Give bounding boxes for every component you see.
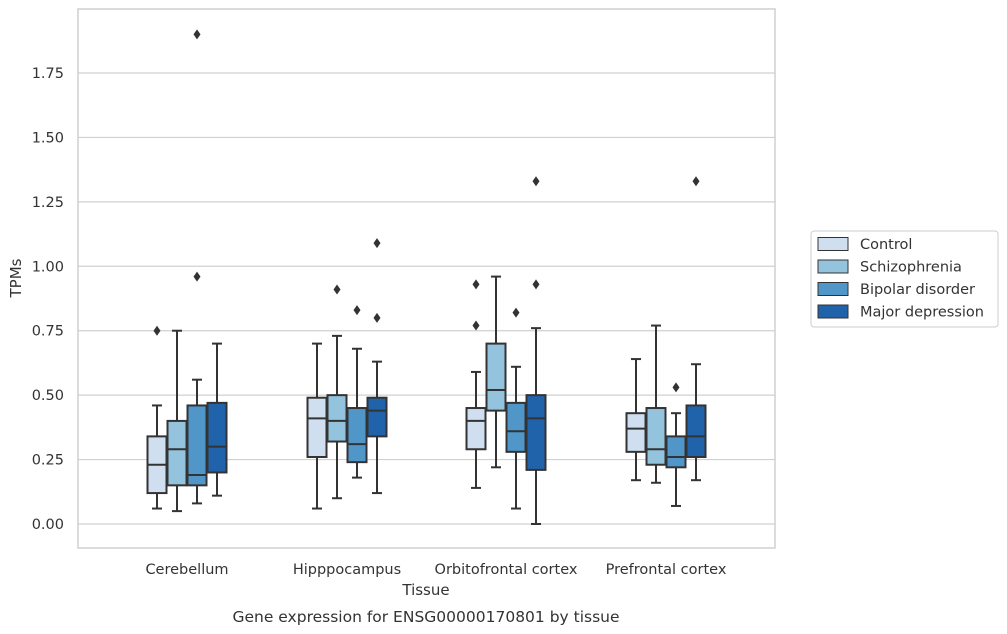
box-body — [306, 396, 328, 458]
outlier-point — [512, 307, 520, 318]
outlier-point — [472, 320, 480, 331]
x-tick-label: Prefrontal cortex — [606, 562, 727, 578]
outlier-point — [333, 284, 341, 295]
outlier-point — [193, 29, 201, 40]
x-tick-label: Hipppocampus — [293, 562, 401, 578]
box-group — [206, 342, 228, 497]
box-group — [166, 329, 188, 513]
box-body — [206, 401, 228, 474]
box-group — [346, 305, 368, 479]
box-body — [326, 394, 348, 443]
y-tick-label: 1.00 — [32, 259, 64, 275]
box-body — [645, 407, 667, 466]
box-group — [465, 279, 487, 489]
y-tick-label: 1.25 — [32, 195, 64, 211]
legend-swatch — [817, 259, 849, 274]
box-body — [685, 404, 707, 458]
y-tick-label: 0.25 — [32, 453, 64, 469]
box-group — [326, 284, 348, 500]
box-group — [665, 382, 687, 507]
legend-entry-label: Bipolar disorder — [860, 282, 975, 298]
box-body — [665, 435, 687, 469]
box-body — [186, 404, 208, 487]
boxes — [146, 29, 707, 525]
box-group — [625, 358, 647, 482]
y-tick-label: 1.50 — [32, 130, 64, 146]
box-body — [525, 394, 547, 471]
outlier-point — [153, 325, 161, 336]
x-axis-label: Tissue — [401, 581, 449, 599]
legend-swatch — [817, 304, 849, 319]
legend-frame — [810, 230, 999, 328]
y-tick-label: 0.75 — [32, 324, 64, 340]
y-tick-label: 0.00 — [32, 517, 64, 533]
box-body — [625, 412, 647, 453]
y-tick-label: 1.75 — [32, 66, 64, 82]
outlier-point — [472, 279, 480, 290]
box-group — [685, 176, 707, 482]
x-tick-label: Orbitofrontal cortex — [435, 562, 578, 578]
figure-caption: Gene expression for ENSG00000170801 by t… — [232, 608, 619, 626]
box-group — [525, 176, 547, 525]
box-body — [505, 401, 527, 453]
outlier-point — [692, 176, 700, 187]
x-tick-labels: Cerebellum Hipppocampus Orbitofrontal cort… — [145, 562, 726, 578]
outlier-point — [353, 305, 361, 316]
outlier-point — [672, 382, 680, 393]
legend-swatch — [817, 282, 849, 296]
legend-entry-label: Control — [860, 237, 912, 253]
x-tick-label: Cerebellum — [145, 562, 228, 578]
outlier-point — [193, 271, 201, 282]
box-group — [146, 325, 168, 510]
legend-swatch — [817, 237, 849, 251]
outlier-point — [532, 176, 540, 187]
box-group — [645, 324, 667, 484]
outlier-point — [373, 312, 381, 323]
box-group — [485, 275, 507, 469]
box-body — [465, 407, 487, 451]
box-group — [186, 29, 208, 505]
legend-entry-label: Major depression — [860, 305, 984, 321]
box-body — [166, 419, 188, 487]
outlier-point — [373, 238, 381, 249]
box-body — [485, 342, 507, 412]
box-group — [306, 342, 328, 510]
y-tick-label: 0.50 — [32, 388, 64, 404]
box-group — [366, 238, 388, 495]
box-body — [366, 396, 388, 438]
y-tick-labels: 0.00 0.25 0.50 0.75 1.00 1.25 1.50 1.75 — [32, 66, 64, 533]
outlier-point — [532, 279, 540, 290]
box-group — [505, 307, 527, 510]
box-body — [346, 407, 368, 464]
plot-frame — [77, 8, 776, 549]
y-axis-label: TPMs — [7, 258, 25, 298]
legend: Control Schizophrenia Bipolar disorder Majo… — [810, 230, 999, 328]
legend-entry-label: Schizophrenia — [860, 260, 962, 276]
